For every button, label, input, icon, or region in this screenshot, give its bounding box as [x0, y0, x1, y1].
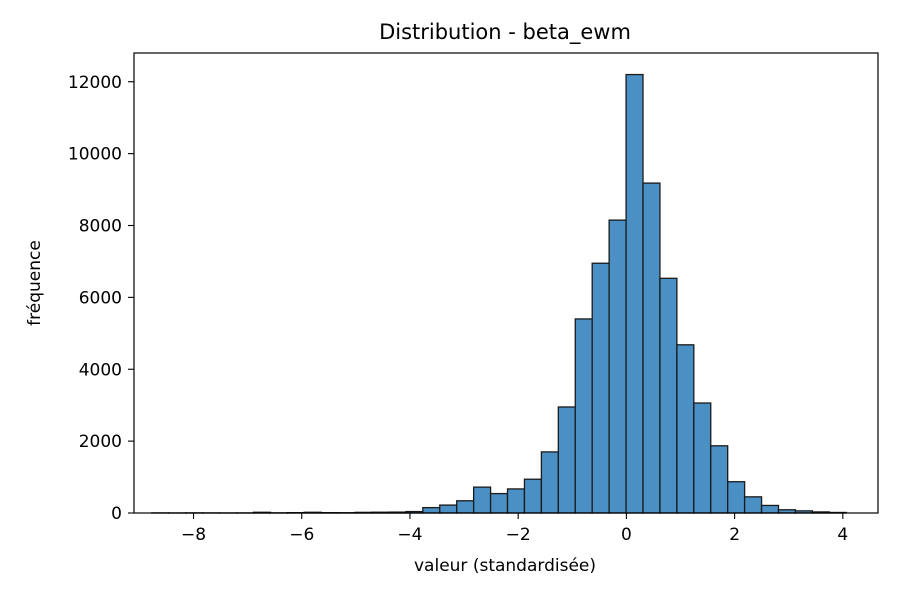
x-tick-label: 4	[837, 525, 848, 545]
y-tick-label: 8000	[79, 217, 122, 237]
histogram-bar	[506, 488, 526, 514]
y-tick-label: 10000	[68, 145, 122, 165]
y-axis-ticks: 0 2000 4000 6000 8000 10000 12000	[68, 73, 134, 524]
histogram-bar	[523, 478, 543, 514]
histogram-bar	[710, 445, 729, 514]
histogram-bar	[591, 262, 610, 514]
y-tick-label: 6000	[79, 288, 122, 308]
histogram-bar	[472, 486, 492, 514]
chart-title: Distribution - beta_ewm	[379, 20, 631, 45]
histogram-bar	[760, 504, 780, 514]
x-tick-label: −8	[181, 525, 206, 545]
y-tick-label: 0	[111, 504, 122, 524]
histogram-bar	[456, 500, 475, 514]
histogram-bar	[439, 504, 458, 514]
histogram-bar	[693, 402, 712, 514]
x-tick-label: −6	[289, 525, 314, 545]
y-tick-label: 2000	[79, 432, 122, 452]
x-tick-label: −2	[506, 525, 531, 545]
histogram-bar	[642, 182, 661, 514]
y-axis-label: fréquence	[25, 240, 45, 326]
histogram-bar	[557, 406, 576, 514]
histogram-bar	[743, 496, 763, 514]
x-axis-label: valeur (standardisée)	[414, 556, 596, 576]
x-tick-label: 2	[729, 525, 740, 545]
histogram-bar	[625, 73, 644, 514]
x-axis-ticks: −8 −6 −4 −2 0 2 4	[181, 513, 848, 545]
x-tick-label: −4	[397, 525, 422, 545]
x-tick-label: 0	[621, 525, 632, 545]
y-tick-label: 12000	[68, 73, 122, 93]
histogram-bar	[676, 344, 695, 514]
histogram-bar	[540, 451, 559, 514]
histogram-bar	[489, 492, 509, 514]
histogram-bar	[727, 481, 746, 514]
plot-frame	[133, 52, 879, 514]
histogram-bar	[574, 318, 593, 514]
histogram-bar	[659, 277, 678, 514]
y-tick-label: 4000	[79, 360, 122, 380]
bars-group	[151, 73, 847, 514]
histogram-bar	[608, 219, 627, 514]
histogram-bar	[422, 506, 441, 514]
